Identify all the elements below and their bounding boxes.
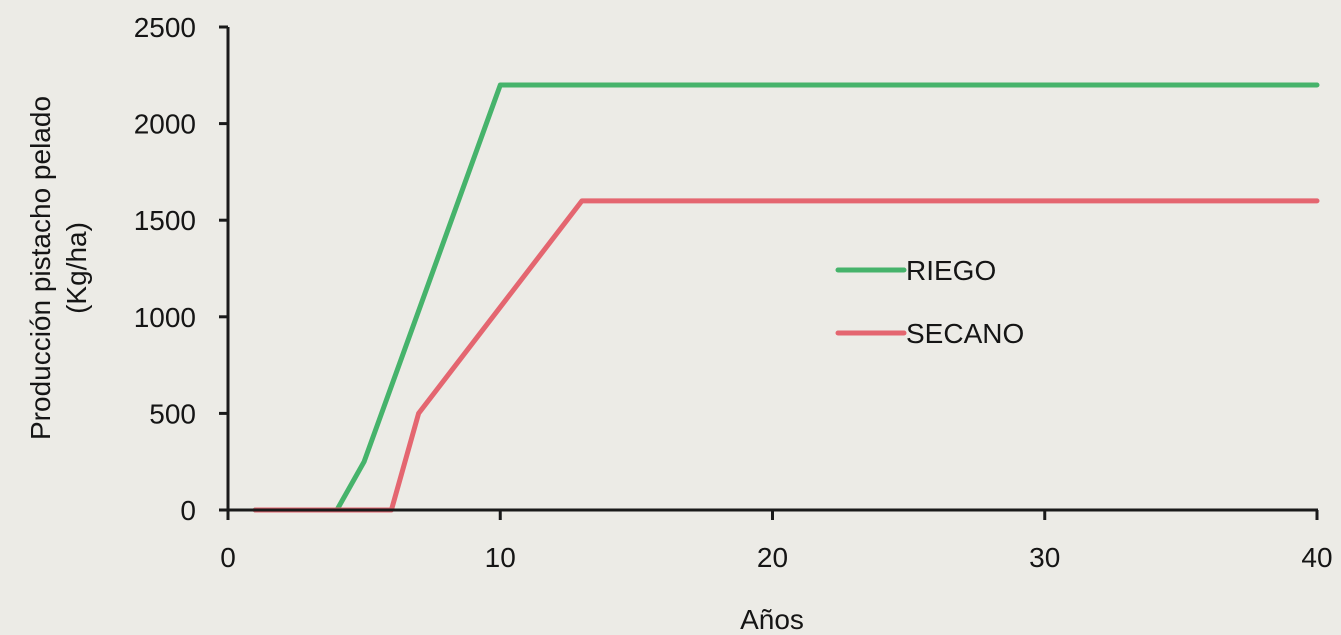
axes-layer	[226, 27, 1318, 512]
x-tick-label: 10	[485, 542, 516, 573]
y-axis-title-line-2: (Kg/ha)	[61, 222, 92, 314]
y-tick-label: 0	[180, 495, 196, 526]
y-tick-label: 2000	[134, 109, 196, 140]
y-axis-ticks: 0 500 1000 1500 2000 2500	[134, 12, 228, 526]
x-tick-label: 40	[1301, 542, 1332, 573]
y-tick-label: 500	[149, 398, 196, 429]
x-tick-label: 0	[220, 542, 236, 573]
series-line-secano	[252, 198, 1320, 513]
legend-label-riego: RIEGO	[906, 255, 996, 286]
series-line-riego	[252, 82, 1320, 513]
legend-label-secano: SECANO	[906, 318, 1024, 349]
x-axis-title: Años	[740, 604, 804, 635]
x-axis-ticks: 0 10 20 30 40	[220, 510, 1333, 573]
y-axis-title: Producción pistacho pelado (Kg/ha)	[25, 96, 92, 440]
y-tick-label: 2500	[134, 12, 196, 43]
series-layer	[252, 82, 1320, 513]
x-tick-label: 30	[1029, 542, 1060, 573]
x-tick-label: 20	[757, 542, 788, 573]
y-tick-label: 1500	[134, 205, 196, 236]
legend: RIEGO SECANO	[835, 255, 1024, 349]
y-tick-label: 1000	[134, 302, 196, 333]
y-axis-title-line-1: Producción pistacho pelado	[25, 96, 56, 440]
